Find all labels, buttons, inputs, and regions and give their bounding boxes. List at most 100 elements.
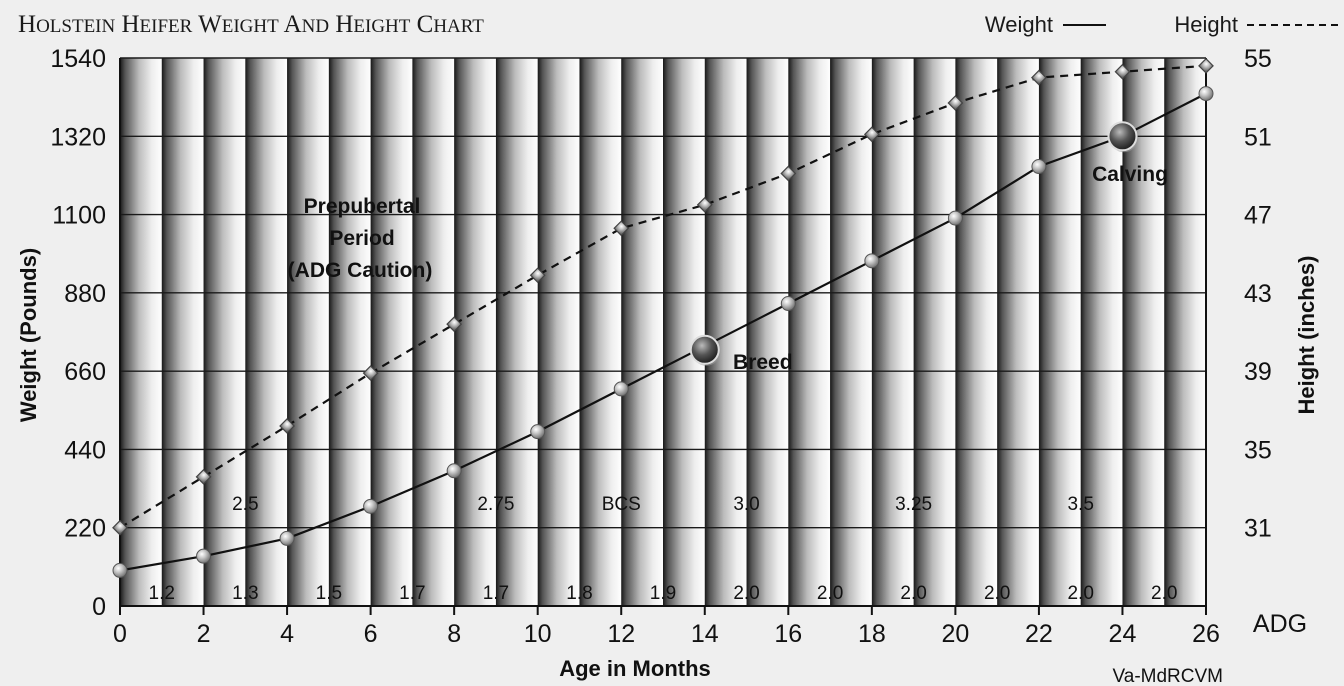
height-point <box>863 126 880 143</box>
y-left-tick-label: 0 <box>92 593 106 621</box>
adg-axis-label: ADG <box>1253 610 1307 638</box>
chart-title: HOLSTEIN HEIFER WEIGHT AND HEIGHT CHART <box>18 11 484 38</box>
height-point <box>112 519 128 536</box>
background-stripe <box>412 58 455 606</box>
background-stripe <box>1038 58 1082 606</box>
bcs-value: 3.0 <box>733 494 759 515</box>
background-stripes <box>120 58 1207 606</box>
adg-value: 2.0 <box>1067 583 1093 604</box>
y-axis-left-title: Weight (Pounds) <box>16 248 41 422</box>
title-word-cap: C <box>410 11 433 38</box>
title-word-cap: H <box>115 11 139 38</box>
background-stripe <box>537 58 581 606</box>
bcs-value: 2.5 <box>232 494 258 515</box>
x-tick-label: 2 <box>197 620 211 648</box>
adg-value: 1.7 <box>483 583 509 604</box>
x-tick-label: 12 <box>607 620 635 648</box>
background-stripe <box>245 58 288 606</box>
event-marker-calving <box>1107 121 1138 152</box>
weight-point <box>279 530 295 546</box>
event-marker-breed <box>689 334 720 365</box>
weight-point <box>1031 159 1047 175</box>
background-stripe <box>370 58 413 606</box>
bcs-value: 3.25 <box>895 494 932 515</box>
background-stripe <box>997 58 1040 606</box>
legend-height-label: Height <box>1174 12 1238 37</box>
background-stripe <box>746 58 789 606</box>
adg-value: 2.0 <box>817 583 843 604</box>
title-word-rest: HART <box>433 16 484 37</box>
adg-value: 1.7 <box>399 583 425 604</box>
x-tick-label: 10 <box>524 620 552 648</box>
title-word-cap: W <box>192 11 222 38</box>
background-stripe <box>454 58 497 606</box>
y-right-tick-label: 43 <box>1244 280 1272 308</box>
y-left-tick-label: 660 <box>64 358 106 386</box>
height-point <box>529 267 546 284</box>
y-axis-right-title: Height (inches) <box>1294 256 1319 415</box>
adg-value: 2.0 <box>900 583 926 604</box>
weight-point <box>363 498 379 514</box>
background-stripe <box>704 58 748 606</box>
bcs-value: 3.5 <box>1067 494 1093 515</box>
y-left-tick-label: 880 <box>64 280 106 308</box>
x-tick-label: 24 <box>1109 620 1137 648</box>
annotation-prepubertal-line-1: Prepubertal <box>304 195 421 218</box>
y-left-tick-label: 1100 <box>52 202 106 230</box>
weight-point <box>864 253 880 269</box>
y-right-tick-label: 47 <box>1244 202 1272 230</box>
annotation-calving: Calving <box>1092 163 1168 186</box>
y-left-tick-label: 1320 <box>50 123 106 151</box>
height-point <box>696 196 713 213</box>
y-right-tick-label: 55 <box>1244 45 1272 73</box>
x-tick-label: 6 <box>364 620 378 648</box>
axes <box>119 58 1207 607</box>
title-word-rest: EIFER <box>140 16 193 37</box>
x-tick-label: 4 <box>280 620 294 648</box>
title-word-cap: H <box>329 11 353 38</box>
background-stripe <box>913 58 956 606</box>
background-stripe <box>871 58 915 606</box>
height-point <box>446 316 463 333</box>
background-stripe <box>621 58 664 606</box>
weight-point <box>446 463 462 479</box>
x-tick-label: 0 <box>113 620 127 648</box>
y-axis-right-ticks: 31 35 39 43 47 51 55 <box>1244 45 1272 543</box>
adg-value: 1.8 <box>566 583 592 604</box>
y-left-tick-label: 220 <box>64 515 106 543</box>
x-axis-ticks: 0 2 4 6 8 10 12 14 16 18 20 22 24 26 <box>113 606 1220 648</box>
annotation-breed: Breed <box>733 351 793 374</box>
background-stripe <box>1164 58 1207 606</box>
height-point <box>947 95 964 111</box>
x-axis-title: Age in Months <box>559 656 711 681</box>
adg-row: 1.2 1.3 1.5 1.7 1.7 1.8 1.9 2.0 2.0 2.0 2.0 2.0 2.0 <box>149 583 1178 604</box>
weight-point <box>530 424 546 440</box>
annotation-prepubertal-line-2: Period <box>329 227 394 250</box>
bcs-value: BCS <box>602 494 641 515</box>
y-axis-left-ticks: 0 220 440 660 880 1100 1320 1540 <box>50 45 106 621</box>
y-right-tick-label: 35 <box>1244 436 1272 464</box>
title-word-rest: EIGHT <box>222 16 279 37</box>
adg-value: 2.0 <box>1151 583 1177 604</box>
background-stripe <box>161 58 205 606</box>
series-line-weight <box>119 92 1207 572</box>
background-stripe <box>579 58 622 606</box>
title-word-rest: EIGHT <box>353 16 410 37</box>
background-stripe <box>287 58 330 606</box>
x-tick-label: 16 <box>774 620 802 648</box>
background-stripe <box>120 58 163 606</box>
x-tick-label: 20 <box>941 620 969 648</box>
annotation-prepubertal-line-3: (ADG Caution) <box>288 259 433 282</box>
x-tick-label: 26 <box>1192 620 1220 648</box>
weight-point <box>780 296 796 312</box>
y-right-tick-label: 39 <box>1244 358 1272 386</box>
height-point <box>195 468 212 485</box>
title-word-rest: ND <box>302 16 329 37</box>
background-stripe <box>203 58 246 606</box>
background-stripe <box>955 58 998 606</box>
height-point <box>1114 63 1131 80</box>
weight-point <box>196 548 212 564</box>
series-line-height <box>119 64 1207 529</box>
